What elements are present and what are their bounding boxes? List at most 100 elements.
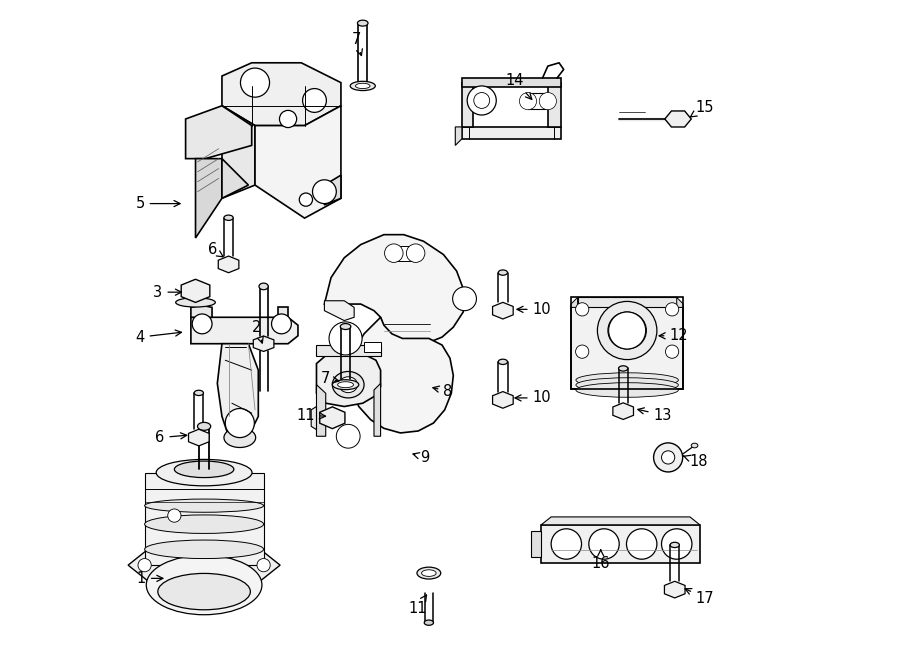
Polygon shape bbox=[492, 391, 513, 408]
Ellipse shape bbox=[340, 324, 351, 329]
Text: 16: 16 bbox=[591, 550, 610, 570]
Polygon shape bbox=[191, 317, 298, 344]
Circle shape bbox=[194, 432, 204, 443]
Ellipse shape bbox=[357, 20, 368, 26]
Polygon shape bbox=[317, 345, 381, 356]
Ellipse shape bbox=[499, 359, 508, 364]
Circle shape bbox=[240, 68, 269, 97]
Ellipse shape bbox=[224, 215, 233, 220]
Text: 6: 6 bbox=[155, 430, 186, 445]
Polygon shape bbox=[462, 83, 473, 127]
Ellipse shape bbox=[576, 373, 679, 387]
Ellipse shape bbox=[576, 383, 679, 397]
Circle shape bbox=[167, 509, 181, 522]
Circle shape bbox=[519, 93, 536, 110]
Circle shape bbox=[498, 395, 508, 405]
Polygon shape bbox=[349, 317, 454, 433]
Circle shape bbox=[167, 574, 181, 588]
Polygon shape bbox=[364, 342, 381, 352]
Ellipse shape bbox=[350, 81, 375, 91]
Circle shape bbox=[670, 584, 680, 595]
Text: 2: 2 bbox=[252, 320, 263, 343]
Polygon shape bbox=[571, 297, 578, 307]
Ellipse shape bbox=[339, 377, 357, 393]
Ellipse shape bbox=[197, 422, 211, 430]
Polygon shape bbox=[191, 305, 212, 317]
Ellipse shape bbox=[157, 459, 252, 486]
Polygon shape bbox=[528, 93, 548, 109]
Ellipse shape bbox=[259, 283, 268, 290]
Circle shape bbox=[280, 110, 297, 128]
Polygon shape bbox=[571, 307, 683, 389]
Text: 15: 15 bbox=[690, 100, 715, 117]
Circle shape bbox=[225, 408, 255, 438]
Circle shape bbox=[193, 314, 212, 334]
Polygon shape bbox=[462, 78, 561, 87]
Ellipse shape bbox=[618, 366, 628, 371]
Polygon shape bbox=[664, 581, 685, 598]
Text: 8: 8 bbox=[433, 384, 453, 399]
Text: 9: 9 bbox=[413, 450, 429, 465]
Polygon shape bbox=[222, 106, 255, 198]
Polygon shape bbox=[255, 106, 341, 218]
Text: 7: 7 bbox=[351, 32, 363, 56]
Circle shape bbox=[498, 305, 508, 316]
Circle shape bbox=[467, 86, 496, 115]
Circle shape bbox=[576, 303, 589, 316]
Text: 10: 10 bbox=[515, 391, 551, 405]
Polygon shape bbox=[578, 297, 677, 307]
Text: 5: 5 bbox=[135, 196, 180, 211]
Ellipse shape bbox=[499, 270, 508, 275]
Circle shape bbox=[188, 284, 203, 298]
Ellipse shape bbox=[145, 515, 264, 533]
Circle shape bbox=[227, 543, 240, 556]
Circle shape bbox=[325, 410, 339, 425]
Text: 4: 4 bbox=[135, 330, 182, 344]
Circle shape bbox=[300, 193, 312, 206]
Circle shape bbox=[227, 574, 240, 588]
Circle shape bbox=[384, 244, 403, 262]
Ellipse shape bbox=[194, 390, 203, 395]
Circle shape bbox=[272, 314, 292, 334]
Polygon shape bbox=[548, 83, 561, 127]
Ellipse shape bbox=[224, 428, 256, 447]
Circle shape bbox=[617, 406, 628, 416]
Polygon shape bbox=[311, 407, 317, 430]
Ellipse shape bbox=[608, 312, 646, 349]
Circle shape bbox=[312, 180, 337, 204]
Circle shape bbox=[453, 287, 476, 311]
Ellipse shape bbox=[417, 567, 441, 579]
Polygon shape bbox=[613, 403, 634, 420]
Polygon shape bbox=[492, 302, 513, 319]
Circle shape bbox=[665, 303, 679, 316]
Circle shape bbox=[539, 93, 556, 110]
Ellipse shape bbox=[421, 570, 436, 576]
Ellipse shape bbox=[338, 381, 354, 387]
Ellipse shape bbox=[356, 83, 370, 89]
Circle shape bbox=[167, 543, 181, 556]
Circle shape bbox=[138, 559, 151, 572]
Circle shape bbox=[337, 424, 360, 448]
Polygon shape bbox=[394, 246, 416, 261]
Polygon shape bbox=[677, 297, 683, 307]
Circle shape bbox=[672, 113, 684, 125]
Polygon shape bbox=[145, 473, 264, 565]
Ellipse shape bbox=[598, 301, 657, 360]
Polygon shape bbox=[253, 336, 274, 352]
Polygon shape bbox=[185, 106, 252, 159]
Polygon shape bbox=[531, 531, 541, 557]
Circle shape bbox=[626, 529, 657, 559]
Ellipse shape bbox=[147, 555, 262, 615]
Text: 17: 17 bbox=[685, 588, 715, 605]
Polygon shape bbox=[324, 175, 341, 205]
Text: 13: 13 bbox=[638, 408, 672, 422]
Circle shape bbox=[665, 345, 679, 358]
Polygon shape bbox=[128, 540, 280, 590]
Polygon shape bbox=[181, 279, 210, 302]
Circle shape bbox=[302, 89, 327, 112]
Polygon shape bbox=[541, 525, 700, 563]
Ellipse shape bbox=[175, 461, 234, 477]
Polygon shape bbox=[278, 307, 288, 317]
Text: 18: 18 bbox=[684, 454, 707, 469]
Ellipse shape bbox=[424, 620, 434, 625]
